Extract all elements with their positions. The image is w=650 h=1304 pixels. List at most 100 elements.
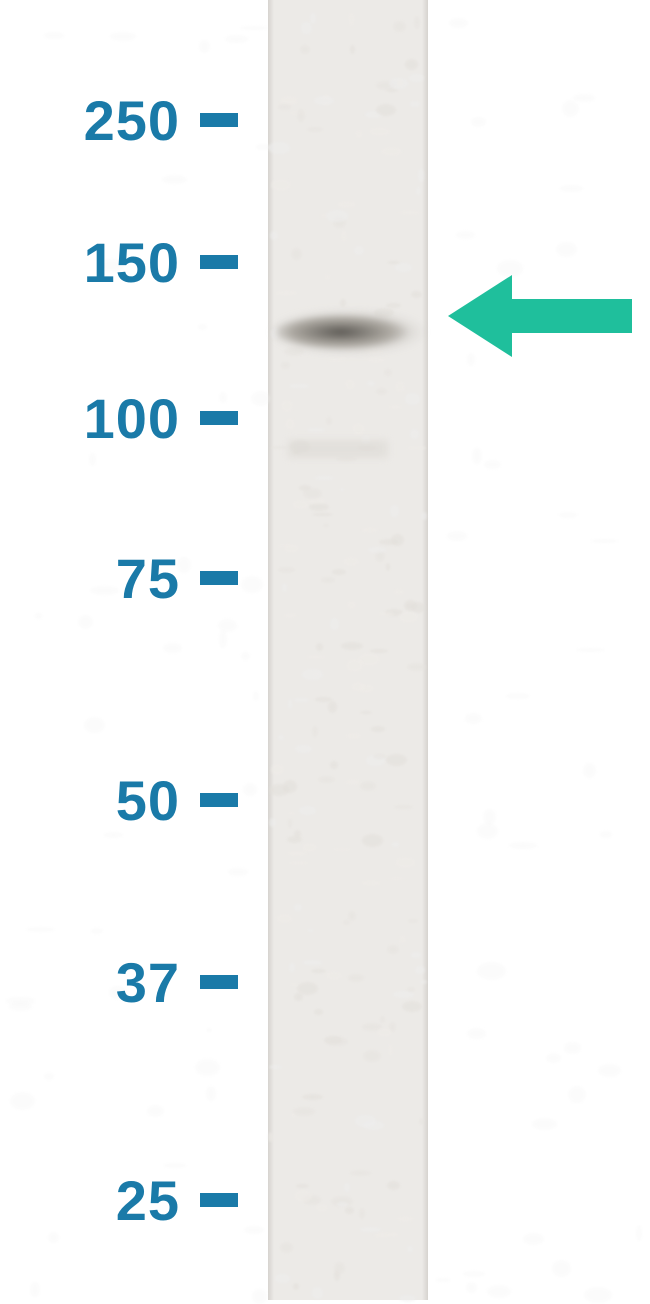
bg-grain <box>477 962 506 980</box>
lane-grain <box>416 187 421 195</box>
bg-grain <box>562 100 578 117</box>
lane-grain <box>363 1050 381 1062</box>
lane-grain <box>280 96 299 104</box>
lane-grain <box>326 971 342 980</box>
lane-grain <box>293 1283 298 1290</box>
lane-grain <box>411 952 422 958</box>
bg-grain <box>487 1285 511 1298</box>
lane-grain <box>326 1037 347 1046</box>
lane-grain <box>408 919 418 923</box>
bg-grain <box>78 615 93 629</box>
lane-grain <box>318 776 335 783</box>
bg-grain <box>251 391 270 406</box>
bg-grain <box>591 539 618 544</box>
bg-grain <box>241 576 263 593</box>
bg-grain <box>509 842 537 850</box>
lane-grain <box>337 201 357 208</box>
lane-grain <box>289 384 309 388</box>
lane-grain <box>388 1044 392 1056</box>
bg-grain <box>472 448 481 465</box>
lane-grain <box>276 290 297 295</box>
bg-grain <box>447 531 467 541</box>
bg-grain <box>240 26 269 30</box>
lane-grain <box>407 1246 412 1252</box>
lane-grain <box>275 1274 289 1283</box>
gel-lane <box>268 0 428 1300</box>
mw-label: 25 <box>30 1168 180 1233</box>
bg-grain <box>241 652 250 661</box>
lane-grain <box>379 612 393 616</box>
bg-grain <box>636 1225 642 1241</box>
lane-grain <box>312 726 318 737</box>
lane-grain <box>309 503 329 512</box>
bg-grain <box>466 1282 477 1292</box>
bg-grain <box>163 643 182 653</box>
bg-grain <box>449 18 468 28</box>
lane-grain <box>276 914 293 923</box>
lane-grain <box>379 539 398 545</box>
lane-grain <box>387 1181 400 1190</box>
bg-grain <box>48 1232 59 1243</box>
lane-grain <box>376 388 387 395</box>
bg-grain <box>218 619 237 632</box>
lane-grain <box>371 726 385 731</box>
lane-grain <box>289 963 294 972</box>
lane-grain <box>355 130 363 138</box>
blot-canvas: 25015010075503725 <box>0 0 650 1300</box>
lane-grain <box>410 429 419 439</box>
lane-grain <box>288 811 295 815</box>
lane-grain <box>381 147 402 156</box>
lane-grain <box>302 669 323 681</box>
lane-grain <box>346 733 361 739</box>
bg-grain <box>253 691 260 702</box>
lane-grain <box>328 701 338 713</box>
lane-grain <box>360 1227 382 1232</box>
mw-tick <box>200 793 238 807</box>
lane-grain <box>368 547 387 553</box>
lane-grain <box>359 1208 365 1219</box>
lane-grain <box>321 577 335 584</box>
mw-label: 150 <box>30 230 180 295</box>
mw-tick <box>200 975 238 989</box>
mw-tick <box>200 255 238 269</box>
lane-grain <box>376 104 396 116</box>
lane-grain <box>312 1287 323 1299</box>
lane-grain <box>355 1115 376 1126</box>
lane-grain <box>386 754 407 767</box>
lane-grain <box>388 405 402 409</box>
bg-grain <box>564 1042 580 1054</box>
lane-grain <box>392 842 399 847</box>
bg-grain <box>471 117 486 127</box>
lane-grain <box>347 601 356 608</box>
lane-grain <box>350 1170 371 1176</box>
lane-grain <box>411 291 422 298</box>
lane-grain <box>345 1207 354 1214</box>
lane-grain <box>350 45 355 54</box>
bg-grain <box>219 630 226 647</box>
indicator-arrow <box>448 275 632 357</box>
lane-grain <box>334 1262 346 1274</box>
lane-grain <box>406 446 426 450</box>
mw-tick <box>200 113 238 127</box>
lane-grain <box>415 966 425 974</box>
bg-grain <box>35 613 42 618</box>
lane-grain <box>418 169 424 182</box>
target-band-core <box>276 310 420 354</box>
bg-grain <box>44 32 63 39</box>
lane-grain <box>399 611 418 622</box>
lane-grain <box>399 935 406 943</box>
lane-grain <box>303 960 322 965</box>
lane-grain <box>288 699 292 709</box>
lane-edge-left <box>268 0 274 1300</box>
lane-grain <box>390 505 399 517</box>
bg-grain <box>219 392 227 403</box>
bg-grain <box>484 460 500 469</box>
lane-grain <box>404 600 417 611</box>
lane-grain <box>314 476 334 480</box>
bg-grain <box>568 1086 586 1103</box>
lane-grain <box>395 263 412 272</box>
lane-grain <box>303 488 321 499</box>
lane-grain <box>314 96 334 105</box>
mw-label: 50 <box>30 768 180 833</box>
lane-grain <box>399 210 421 215</box>
